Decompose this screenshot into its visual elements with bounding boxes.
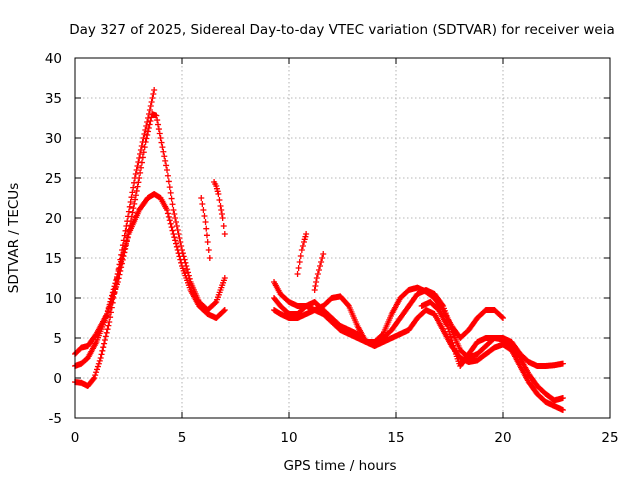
series-track-10	[294, 231, 310, 277]
series-track-11	[311, 251, 327, 293]
y-tick-label: 15	[45, 251, 62, 267]
x-tick-label: 5	[178, 430, 187, 446]
y-tick-label: 5	[53, 331, 62, 347]
series-track-4	[198, 195, 213, 261]
x-tick-label: 15	[387, 430, 404, 446]
y-tick-label: 0	[53, 371, 62, 387]
x-tick-label: 20	[494, 430, 511, 446]
grid-lines	[75, 58, 610, 418]
data-point-markers	[418, 299, 566, 404]
plot-border	[74, 57, 611, 419]
y-axis-label: SDTVAR / TECUs	[6, 183, 22, 293]
y-tick-label: -5	[49, 411, 62, 427]
x-tick-label: 10	[280, 430, 297, 446]
y-tick-label: 40	[45, 51, 62, 67]
data-point-markers	[311, 251, 327, 293]
y-tick-label: 20	[45, 211, 62, 227]
data-point-markers	[271, 307, 566, 413]
series-track-8	[271, 307, 566, 413]
data-layer	[72, 87, 566, 413]
y-tick-label: 30	[45, 131, 62, 147]
y-tick-label: 35	[45, 91, 62, 107]
y-tick-label: 25	[45, 171, 62, 187]
series-track-9	[418, 299, 566, 404]
data-point-markers	[211, 179, 228, 237]
x-tick-label: 25	[601, 430, 618, 446]
x-tick-label: 0	[71, 430, 80, 446]
data-point-markers	[198, 195, 213, 261]
x-axis-label: GPS time / hours	[283, 458, 396, 474]
chart-title: Day 327 of 2025, Sidereal Day-to-day VTE…	[69, 22, 615, 38]
axes-ticks: 0 5 10 15 20 25 -5 0 5 10 15 20 25 30 35 40	[45, 51, 619, 446]
series-track-5	[211, 179, 228, 237]
y-tick-label: 10	[45, 291, 62, 307]
data-point-markers	[294, 231, 310, 277]
